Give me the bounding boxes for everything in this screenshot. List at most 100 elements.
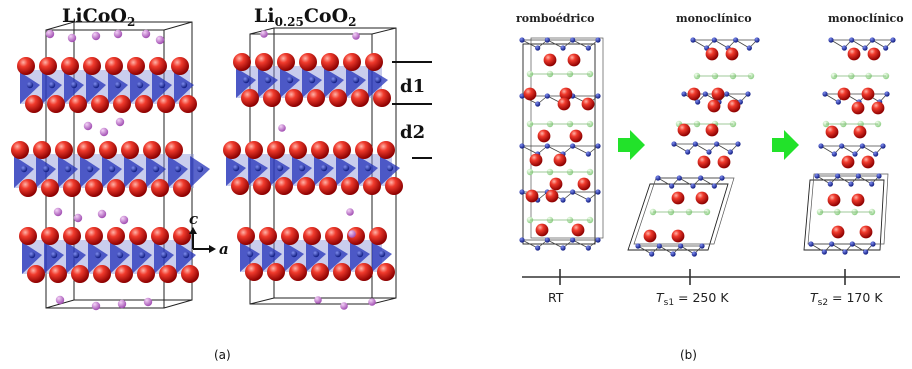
cobalt-atom [290, 250, 298, 258]
oxygen-atom [107, 179, 125, 197]
oxygen-atom [559, 87, 573, 101]
cobalt-atom [595, 189, 601, 195]
oxygen-atom [237, 227, 255, 245]
cobalt-atom [86, 165, 94, 173]
lithium-atom [143, 297, 153, 307]
cobalt-atom [196, 165, 204, 173]
oxygen-atom [867, 47, 881, 61]
cobalt-atom [822, 91, 828, 97]
lithium-atom [260, 30, 268, 38]
oxygen-atom [33, 141, 51, 159]
cobalt-atom [152, 165, 160, 173]
structure-monoclinic-1 [627, 37, 760, 257]
oxygen-atom [307, 89, 325, 107]
cobalt-atom [849, 241, 855, 247]
oxygen-atom [151, 179, 169, 197]
cobalt-atom [352, 76, 360, 84]
cobalt-atom [535, 101, 541, 107]
phase-label-monoclinic-2: monoclínico [828, 12, 904, 25]
cobalt-atom [870, 241, 876, 247]
oxygen-atom [135, 95, 153, 113]
cobalt-atom [869, 37, 875, 43]
oxygen-atom [25, 95, 43, 113]
cobalt-atom [835, 99, 841, 105]
transition-arrow-2-icon [772, 130, 799, 160]
cobalt-atom [264, 76, 272, 84]
cobalt-atom [754, 37, 760, 43]
cobalt-atom [519, 189, 525, 195]
cobalt-atom [286, 76, 294, 84]
oxygen-atom [281, 227, 299, 245]
oxygen-atom [245, 263, 263, 281]
oxygen-atom [825, 125, 839, 139]
oxygen-atom [173, 227, 191, 245]
cobalt-atom [841, 45, 847, 51]
bond [572, 239, 589, 249]
cobalt-atom [70, 81, 78, 89]
cobalt-atom [711, 183, 717, 189]
oxygen-atom [717, 155, 731, 169]
oxygen-atom [537, 129, 551, 143]
cobalt-atom [814, 173, 820, 179]
bond [657, 177, 672, 187]
oxygen-atom [705, 123, 719, 137]
cobalt-atom [232, 164, 240, 172]
lithium-atom [53, 207, 63, 217]
cobalt-atom [64, 165, 72, 173]
title-li025coo2: Li0.25CoO2 [254, 5, 357, 29]
oxygen-atom [173, 179, 191, 197]
oxygen-atom [137, 265, 155, 283]
oxygen-atom [69, 95, 87, 113]
oxygen-atom [113, 95, 131, 113]
cobalt-atom [828, 37, 834, 43]
oxygen-atom [231, 177, 249, 195]
oxygen-atom [861, 155, 875, 169]
oxygen-atom [63, 227, 81, 245]
oxygen-atom [711, 87, 725, 101]
cobalt-atom [320, 164, 328, 172]
unit-cell-li025coo2 [223, 27, 403, 310]
cobalt-atom [585, 151, 591, 157]
axis-indicator [189, 227, 216, 253]
cobalt-atom [108, 165, 116, 173]
cell-edge [371, 27, 397, 35]
oxygen-atom [355, 263, 373, 281]
oxygen-atom [27, 265, 45, 283]
bond [714, 39, 729, 49]
cobalt-atom [635, 243, 641, 249]
oxygen-atom [333, 141, 351, 159]
oxygen-atom [55, 141, 73, 159]
oxygen-atom [275, 177, 293, 195]
phase-label-monoclinic-1: monoclínico [676, 12, 752, 25]
cobalt-atom [570, 143, 576, 149]
oxygen-atom [351, 89, 369, 107]
cobalt-atom [254, 164, 262, 172]
bond [521, 145, 538, 155]
bond [735, 39, 750, 49]
oxygen-atom [85, 179, 103, 197]
lithium-atom [368, 298, 376, 306]
cobalt-atom [595, 237, 601, 243]
cobalt-atom [711, 37, 717, 43]
lithium-atom [115, 117, 125, 127]
oxygen-atom [333, 263, 351, 281]
temp-label-ts2: Ts2 = 170 K [810, 290, 883, 308]
oxygen-atom [179, 95, 197, 113]
cobalt-atom [386, 164, 394, 172]
cobalt-atom [570, 237, 576, 243]
oxygen-atom [129, 179, 147, 197]
oxygen-atom [725, 47, 739, 61]
oxygen-atom [365, 53, 383, 71]
oxygen-atom [577, 177, 591, 191]
cobalt-atom [560, 197, 566, 203]
bond [547, 39, 564, 49]
cobalt-atom [849, 37, 855, 43]
oxygen-atom [311, 263, 329, 281]
cobalt-atom [544, 37, 550, 43]
oxygen-atom [827, 193, 841, 207]
cobalt-atom [378, 250, 386, 258]
cobalt-atom [585, 197, 591, 203]
cobalt-atom [364, 164, 372, 172]
cobalt-atom [884, 91, 890, 97]
structure-monoclinic-2 [803, 37, 896, 255]
